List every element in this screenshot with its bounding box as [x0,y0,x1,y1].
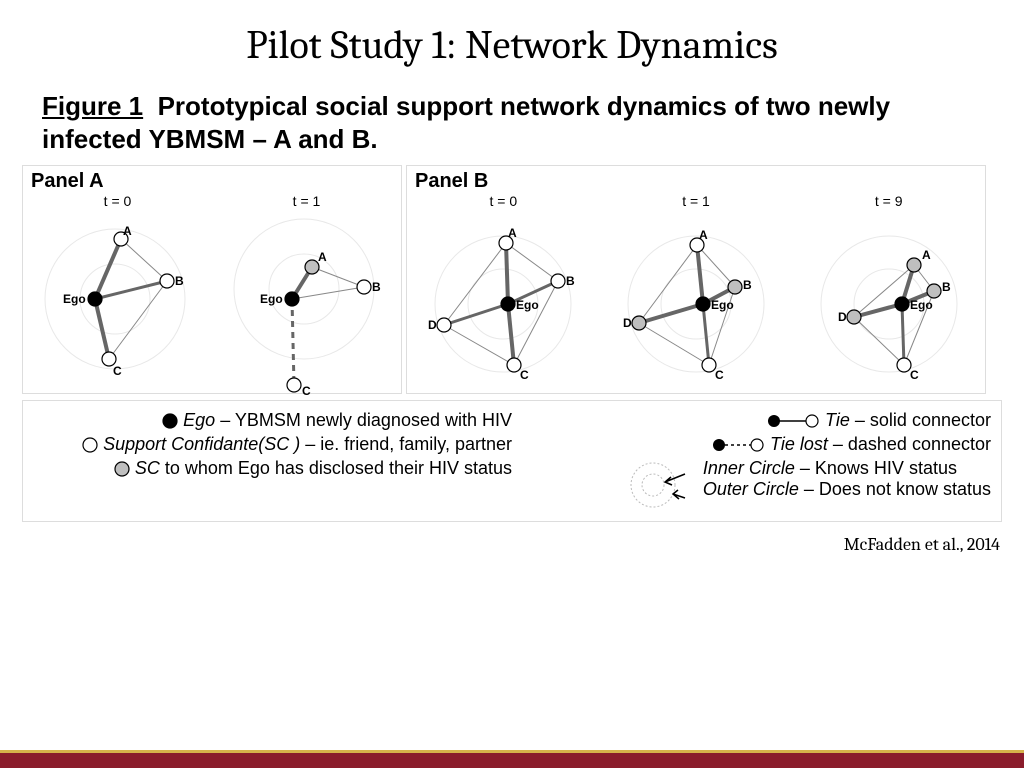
svg-text:A: A [123,224,132,238]
svg-text:B: B [743,278,752,292]
svg-text:A: A [318,250,327,264]
svg-text:D: D [838,310,847,324]
svg-text:B: B [942,280,951,294]
legend-item: Inner Circle – Knows HIV statusOuter Cir… [512,458,991,510]
svg-text:D: D [428,318,437,332]
svg-text:C: C [910,368,919,382]
legend-item: SC to whom Ego has disclosed their HIV s… [33,458,512,479]
network-diagram: t = 1EgoABC [212,193,401,393]
svg-text:C: C [302,384,311,398]
svg-text:C: C [520,368,529,382]
svg-text:B: B [175,274,184,288]
legend-item: Ego – YBMSM newly diagnosed with HIV [33,410,512,431]
svg-text:Ego: Ego [516,298,539,312]
panel-b-title: Panel B [407,166,985,193]
legend-item: Support Confidante(SC ) – ie. friend, fa… [33,434,512,455]
page-title: Pilot Study 1: Network Dynamics [0,0,1024,68]
panels-row: Panel A t = 0 Ego A B Ct = 1 Ego A B C Panel B t… [22,165,1002,394]
svg-text:B: B [566,274,575,288]
figure-label: Figure 1 [42,91,143,121]
legend-left-col: Ego – YBMSM newly diagnosed with HIV Supp… [33,407,512,513]
figure-caption-text: Prototypical social support network dyna… [42,91,890,154]
legend-item: Tie lost – dashed connector [512,434,991,455]
network-diagram: t = 0 Ego A B C [23,193,212,393]
svg-text:A: A [508,226,517,240]
svg-text:Ego: Ego [260,292,283,306]
panel-a-title: Panel A [23,166,401,193]
svg-text:D: D [623,316,632,330]
time-label: t = 9 [792,193,985,209]
svg-text:Ego: Ego [711,298,734,312]
svg-text:Ego: Ego [63,292,86,306]
time-label: t = 1 [600,193,793,209]
legend-item: Tie – solid connector [512,410,991,431]
panel-a: Panel A t = 0 Ego A B Ct = 1 Ego A B C [22,165,402,394]
svg-text:B: B [372,280,381,294]
network-diagram: t = 9 Ego A B C D [792,193,985,393]
network-diagram: t = 0 Ego A B C D [407,193,600,393]
citation: McFadden et al., 2014 [0,534,1000,555]
svg-text:C: C [113,364,122,378]
time-label: t = 0 [407,193,600,209]
svg-text:A: A [922,248,931,262]
legend: Ego – YBMSM newly diagnosed with HIV Supp… [22,400,1002,522]
time-label: t = 1 [212,193,401,209]
panel-b: Panel B t = 0 Ego A B C Dt = 1 Ego A B C Dt = 9 Ego… [406,165,986,394]
network-diagram: t = 1 Ego A B C D [600,193,793,393]
figure-caption: Figure 1 Prototypical social support net… [0,68,1024,165]
svg-text:C: C [715,368,724,382]
footer-bar [0,750,1024,768]
svg-text:Ego: Ego [910,298,933,312]
svg-text:A: A [699,228,708,242]
legend-right-col: Tie – solid connector Tie lost – dashed c… [512,407,991,513]
time-label: t = 0 [23,193,212,209]
